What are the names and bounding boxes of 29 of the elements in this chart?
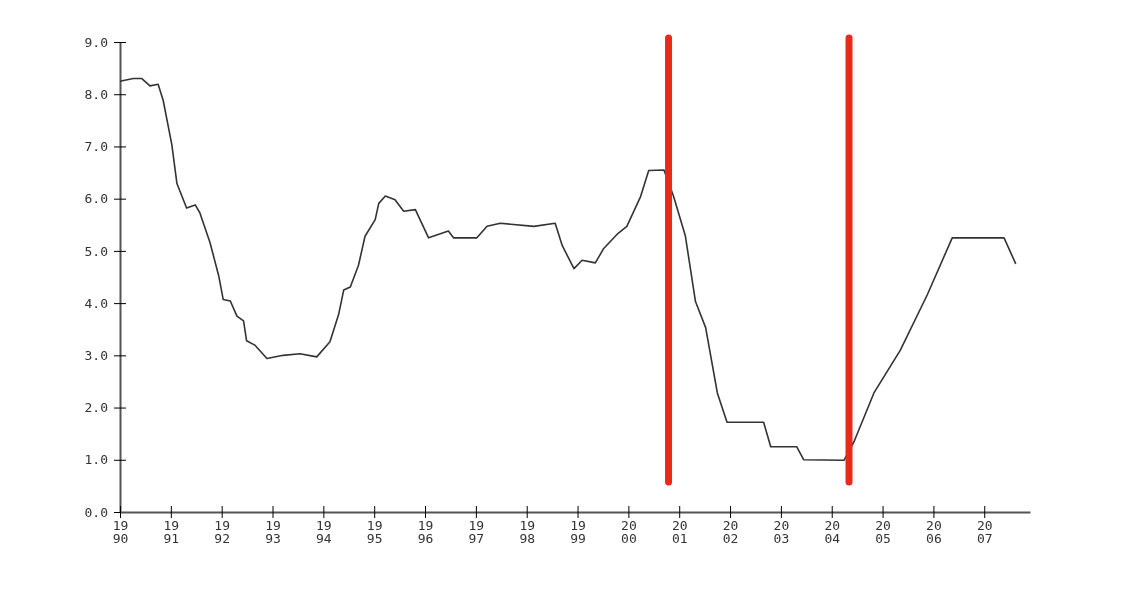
y-tick-label: 5.0 [84,243,108,259]
y-tick-label: 0.0 [84,504,108,520]
x-tick-label: 19 99 [570,518,586,546]
y-tick-label: 1.0 [84,452,108,468]
x-tick-label: 20 07 [976,518,993,546]
x-tick-label: 20 02 [722,518,739,546]
x-tick-label: 19 92 [214,518,230,546]
x-tick-label: 19 94 [316,518,332,546]
x-tick-label: 20 04 [824,518,841,546]
x-tick-label: 19 98 [519,518,536,546]
x-tick-label: 19 90 [112,518,129,546]
y-tick-label: 3.0 [84,347,108,363]
y-tick-label: 7.0 [84,139,108,155]
y-tick-label: 2.0 [84,400,108,416]
line-series [119,77,1017,462]
x-tick-label: 20 01 [671,518,688,546]
x-tick-label: 20 05 [875,518,891,546]
y-tick-label: 8.0 [84,86,108,102]
x-tick-label: 20 00 [621,518,637,546]
x-tick-label: 19 91 [163,518,180,546]
x-tick-label: 20 06 [926,518,942,546]
y-tick-label: 6.0 [84,191,108,207]
x-tick-label: 19 93 [265,518,281,546]
x-tick-label: 19 97 [468,518,485,546]
x-tick-label: 20 03 [773,518,790,546]
x-tick-label: 19 96 [417,518,434,546]
x-tick-label: 19 95 [366,518,383,546]
y-tick-label: 9.0 [84,34,108,50]
y-tick-label: 4.0 [84,295,108,311]
